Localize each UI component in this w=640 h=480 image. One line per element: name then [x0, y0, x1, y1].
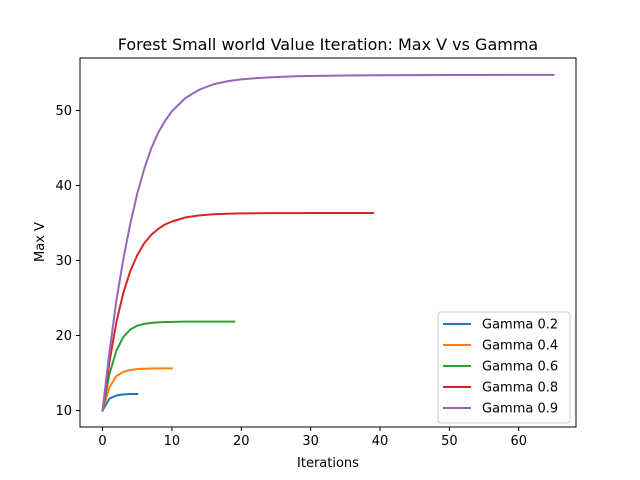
x-tick-label: 40	[372, 434, 389, 449]
y-tick-label: 20	[55, 329, 72, 344]
legend-label-gamma-0-9: Gamma 0.9	[482, 402, 558, 417]
series-line-gamma-0-4	[101, 367, 173, 412]
x-tick-label: 0	[98, 434, 106, 449]
legend-box	[437, 311, 571, 424]
axes-frame	[79, 57, 577, 428]
series-line-gamma-0-2	[101, 393, 139, 412]
x-tick-label: 10	[164, 434, 181, 449]
axis-ticks: 0 10 20 30 40 50 60 10 20 30 40 50	[55, 104, 527, 449]
y-tick-label: 10	[55, 404, 72, 419]
legend-label-gamma-0-6: Gamma 0.6	[482, 360, 558, 375]
y-tick-label: 40	[55, 179, 72, 194]
x-tick-label: 60	[510, 434, 527, 449]
legend-label-gamma-0-4: Gamma 0.4	[482, 339, 558, 354]
x-tick-label: 50	[441, 434, 458, 449]
x-axis-label: Iterations	[297, 456, 359, 471]
series-line-gamma-0-8	[101, 212, 375, 412]
x-tick-label: 20	[233, 434, 250, 449]
series-line-gamma-0-6	[101, 320, 236, 412]
series-line-gamma-0-9	[101, 73, 555, 412]
legend: Gamma 0.2 Gamma 0.4 Gamma 0.6 Gamma 0.8 Gamm…	[437, 311, 571, 424]
legend-label-gamma-0-2: Gamma 0.2	[482, 318, 558, 333]
plot-area	[101, 73, 555, 412]
y-axis-label: Max V	[33, 222, 48, 262]
chart-title: Forest Small world Value Iteration: Max …	[118, 35, 538, 54]
legend-label-gamma-0-8: Gamma 0.8	[482, 381, 558, 396]
y-tick-label: 30	[55, 254, 72, 269]
x-tick-label: 30	[302, 434, 319, 449]
y-tick-label: 50	[55, 104, 72, 119]
